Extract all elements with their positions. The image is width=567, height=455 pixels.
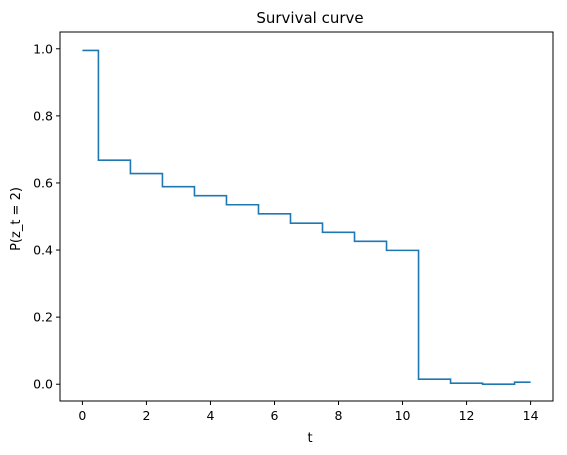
chart-title: Survival curve <box>256 9 363 27</box>
x-axis-label: t <box>307 431 312 446</box>
y-axis-label: P(z_t = 2) <box>9 187 24 251</box>
y-tick-label: 0.4 <box>33 243 53 258</box>
y-axis: 0.0 0.2 0.4 0.6 0.8 1.0 <box>33 41 60 392</box>
x-tick-label: 14 <box>523 408 539 423</box>
y-tick-label: 1.0 <box>33 41 53 56</box>
x-tick-label: 10 <box>395 408 411 423</box>
y-tick-label: 0.8 <box>33 108 53 123</box>
x-axis: 0 2 4 6 8 10 12 14 <box>78 401 539 423</box>
x-tick-label: 2 <box>142 408 150 423</box>
y-tick-label: 0.2 <box>33 310 53 325</box>
series-layer <box>82 49 531 386</box>
y-tick-label: 0.6 <box>33 175 53 190</box>
series-line <box>82 49 531 386</box>
x-tick-label: 6 <box>271 408 279 423</box>
x-tick-label: 0 <box>78 408 86 423</box>
plot-area <box>59 31 554 402</box>
x-tick-label: 8 <box>335 408 343 423</box>
x-tick-label: 4 <box>206 408 214 423</box>
axes-frame <box>59 31 554 402</box>
y-tick-label: 0.0 <box>33 377 53 392</box>
x-tick-label: 12 <box>459 408 475 423</box>
